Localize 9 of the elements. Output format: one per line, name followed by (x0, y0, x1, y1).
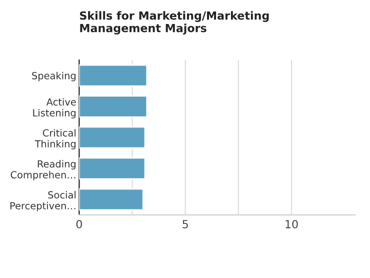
y-tick-label: Reading Comprehen… (10, 160, 76, 180)
x-tick-label: 5 (182, 220, 188, 228)
chart-title: Skills for Marketing/Marketing Management Majors (80, 11, 269, 34)
y-tick-label: Active Listening (33, 98, 76, 118)
x-tick-label: 0 (76, 220, 82, 228)
x-tick-label: 10 (286, 220, 298, 228)
y-tick-label: Critical Thinking (34, 129, 76, 150)
y-tick-label: Social Perceptiven… (10, 191, 76, 212)
y-tick-label: Speaking (32, 72, 76, 82)
